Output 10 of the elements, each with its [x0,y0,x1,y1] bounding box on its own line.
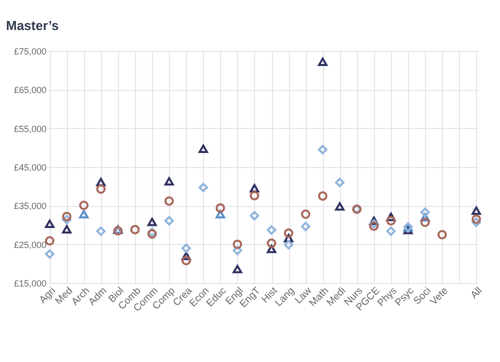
y-tick-label: £35,000 [14,201,46,212]
y-tick-label: £75,000 [14,46,46,56]
chart-title: Master’s [6,18,59,33]
y-tick-label: £25,000 [14,240,46,250]
y-tick-label: £55,000 [14,124,46,134]
x-tick-label: All [468,286,485,302]
y-tick-label: £65,000 [14,85,46,96]
x-tick-label: Vete [428,285,451,308]
y-tick-label: £15,000 [14,278,46,288]
y-tick-label: £45,000 [14,162,46,172]
